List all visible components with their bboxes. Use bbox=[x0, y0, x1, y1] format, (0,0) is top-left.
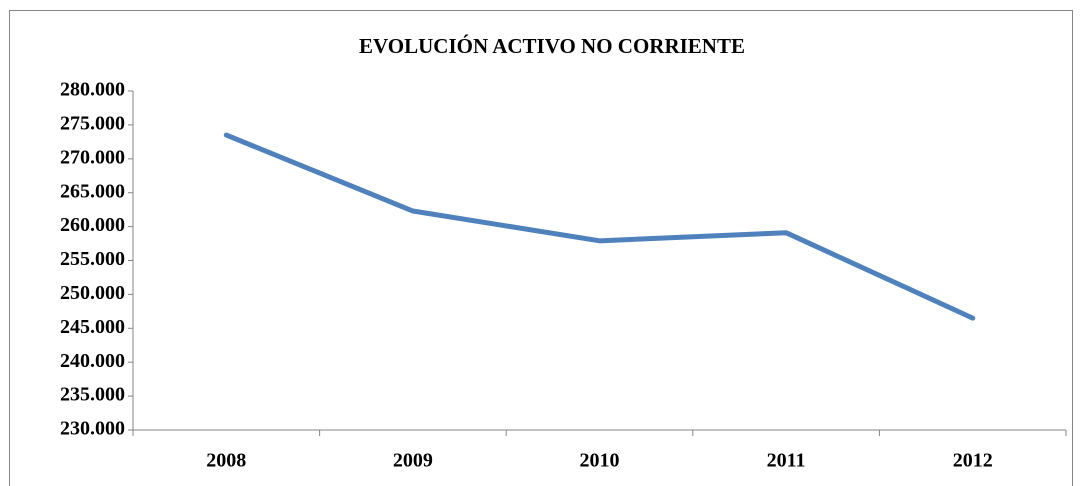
y-tick-label: 280.000 bbox=[60, 79, 125, 101]
y-tick-label: 245.000 bbox=[60, 316, 125, 338]
y-tick-label: 260.000 bbox=[60, 214, 125, 236]
y-tick-label: 270.000 bbox=[60, 146, 125, 168]
y-tick-label: 265.000 bbox=[60, 180, 125, 202]
x-tick-label: 2010 bbox=[580, 450, 620, 472]
y-tick-label: 240.000 bbox=[60, 350, 125, 372]
y-tick-label: 235.000 bbox=[60, 384, 125, 406]
x-tick-label: 2012 bbox=[953, 450, 993, 472]
x-tick-label: 2008 bbox=[206, 450, 246, 472]
y-tick-label: 275.000 bbox=[60, 112, 125, 134]
x-tick-label: 2011 bbox=[767, 450, 806, 472]
data-line bbox=[223, 132, 976, 321]
chart-title: EVOLUCIÓN ACTIVO NO CORRIENTE bbox=[359, 34, 745, 58]
y-tick-label: 230.000 bbox=[60, 418, 125, 440]
y-tick-label: 255.000 bbox=[60, 248, 125, 270]
y-tick-label: 250.000 bbox=[60, 282, 125, 304]
x-tick-label: 2009 bbox=[393, 450, 433, 472]
chart-border bbox=[9, 10, 1073, 486]
